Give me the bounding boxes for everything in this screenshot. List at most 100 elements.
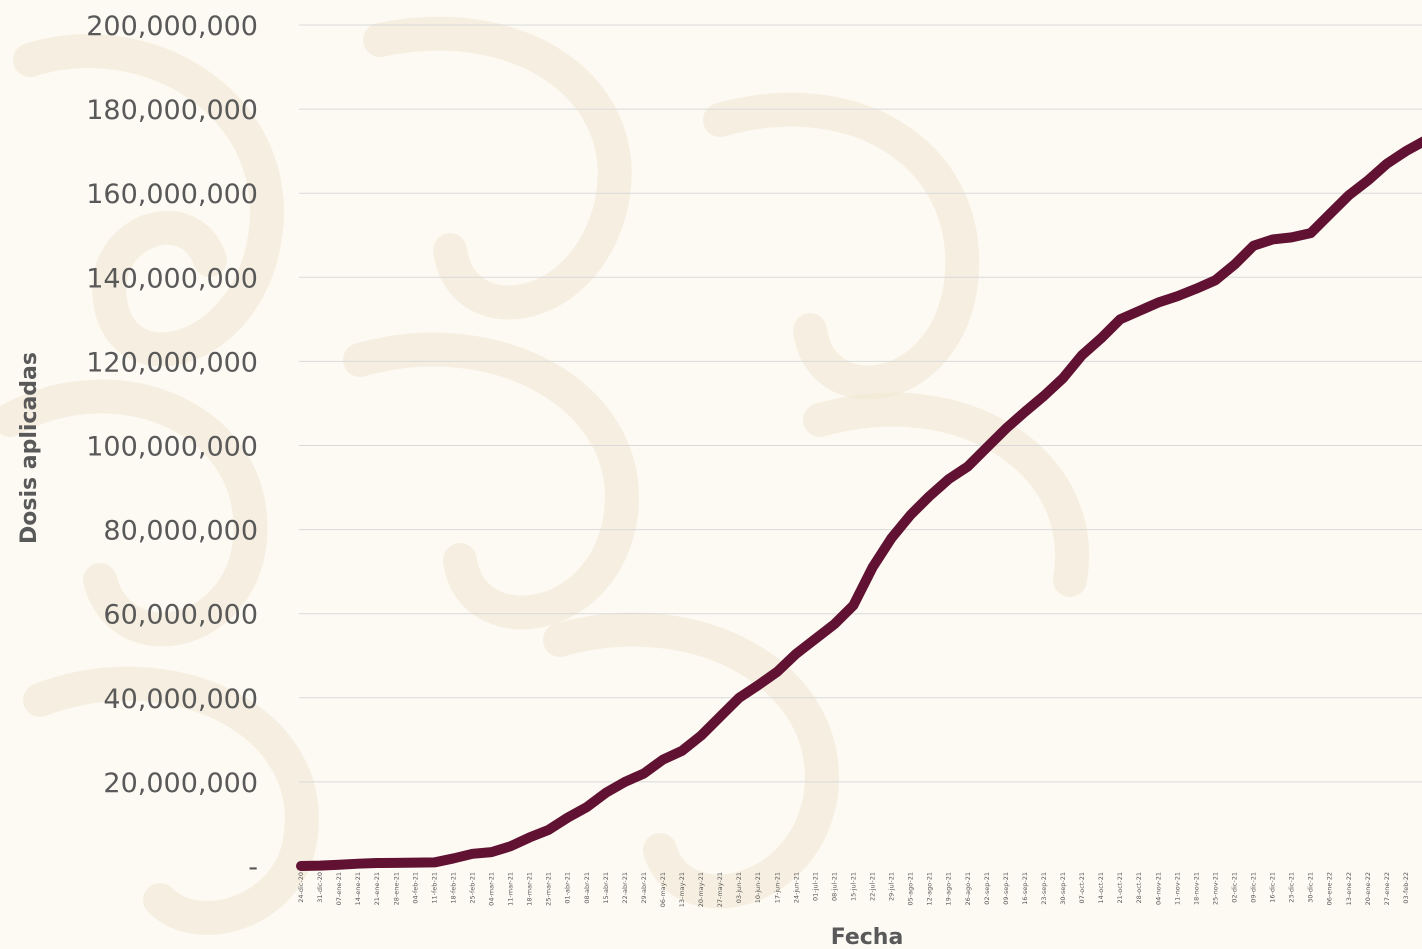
x-tick-label: 19-ago-21 xyxy=(945,872,953,905)
y-tick-label: 200,000,000 xyxy=(86,11,258,42)
x-tick-label: 26-ago-21 xyxy=(964,872,972,905)
data-point xyxy=(964,463,971,470)
data-point xyxy=(1155,299,1162,306)
x-tick-label: 04-mar-21 xyxy=(488,872,496,906)
x-tick-label: 11-nov-21 xyxy=(1173,872,1181,905)
watermark-curl-5 xyxy=(543,612,839,909)
x-tick-label: 14-oct-21 xyxy=(1097,872,1105,903)
data-point xyxy=(450,855,457,862)
y-tick-label: 100,000,000 xyxy=(86,432,258,463)
data-point xyxy=(488,849,495,856)
x-tick-label: 07-oct-21 xyxy=(1078,872,1086,903)
x-tick-label: 12-ago-21 xyxy=(926,872,934,905)
x-tick-label: 29-jul-21 xyxy=(888,872,896,901)
y-axis-tick-labels: - 20,000,000 40,000,000 60,000,000 80,000,00… xyxy=(86,11,258,883)
data-point xyxy=(640,770,647,777)
x-tick-label: 02-dic-21 xyxy=(1230,872,1238,903)
watermark-curl-6 xyxy=(703,92,980,400)
data-point xyxy=(1136,307,1143,314)
x-tick-label: 04-nov-21 xyxy=(1154,872,1162,905)
x-tick-label: 25-nov-21 xyxy=(1211,872,1219,905)
data-point xyxy=(717,713,724,720)
data-point xyxy=(564,814,571,821)
data-point xyxy=(412,859,419,866)
x-tick-label: 01-jul-21 xyxy=(811,872,819,901)
data-point xyxy=(355,860,362,867)
data-point xyxy=(774,668,781,675)
x-tick-label: 27-may-21 xyxy=(716,872,724,907)
watermark-curl-4 xyxy=(343,332,639,630)
x-tick-label: 01-abr-21 xyxy=(564,872,572,904)
data-point xyxy=(907,511,914,518)
x-tick-label: 05-ago-21 xyxy=(907,872,915,905)
data-point xyxy=(1269,236,1276,243)
x-tick-label: 25-mar-21 xyxy=(545,872,553,906)
x-tick-label: 27-ene-22 xyxy=(1383,872,1391,905)
data-point xyxy=(1250,242,1257,249)
data-point xyxy=(526,834,533,841)
data-point xyxy=(888,535,895,542)
data-point xyxy=(736,694,743,701)
x-tick-label: 31-dic-20 xyxy=(316,872,324,903)
data-point xyxy=(1383,160,1390,167)
data-point xyxy=(1021,408,1028,415)
x-tick-label: 09-dic-21 xyxy=(1250,872,1258,903)
data-point xyxy=(545,826,552,833)
y-axis-label: Dosis aplicadas xyxy=(17,352,42,544)
data-point xyxy=(1307,230,1314,237)
data-point xyxy=(431,859,438,866)
data-point xyxy=(374,860,381,867)
data-point xyxy=(1402,148,1409,155)
x-tick-label: 06-ene-22 xyxy=(1326,872,1334,905)
x-tick-label: 03-jun-21 xyxy=(735,872,743,903)
gridlines xyxy=(299,24,1422,783)
x-tick-label: 08-jul-21 xyxy=(830,872,838,901)
data-point xyxy=(393,859,400,866)
data-point xyxy=(602,789,609,796)
data-point xyxy=(755,682,762,689)
x-tick-label: 16-sep-21 xyxy=(1021,872,1029,905)
x-tick-label: 28-ene-21 xyxy=(392,872,400,905)
data-point xyxy=(698,732,705,739)
data-point xyxy=(1174,293,1181,300)
data-point xyxy=(831,621,838,628)
x-tick-label: 22-abr-21 xyxy=(621,872,629,904)
data-point xyxy=(336,861,343,868)
x-tick-label: 22-jul-21 xyxy=(869,872,877,901)
x-tick-label: 30-sep-21 xyxy=(1059,872,1067,905)
data-point xyxy=(469,850,476,857)
x-tick-label: 30-dic-21 xyxy=(1307,872,1315,903)
x-tick-label: 20-may-21 xyxy=(697,872,705,907)
x-tick-label: 18-feb-21 xyxy=(449,872,457,904)
data-point xyxy=(1079,352,1086,359)
x-tick-label: 21-oct-21 xyxy=(1116,872,1124,903)
y-tick-label: 40,000,000 xyxy=(103,684,258,715)
y-tick-label: 160,000,000 xyxy=(86,179,258,210)
data-point xyxy=(1212,277,1219,284)
data-point xyxy=(679,747,685,754)
series-line xyxy=(296,136,1422,871)
data-point xyxy=(1098,335,1105,342)
x-tick-label: 24-jun-21 xyxy=(792,872,800,903)
y-tick-label: 80,000,000 xyxy=(103,516,258,547)
data-point xyxy=(1060,375,1066,382)
x-tick-label: 07-ene-21 xyxy=(335,872,343,905)
x-tick-label: 16-dic-21 xyxy=(1269,872,1277,903)
x-tick-label: 06-may-21 xyxy=(659,872,667,907)
x-tick-label: 17-jun-21 xyxy=(773,872,781,903)
y-tick-label: 180,000,000 xyxy=(86,95,258,126)
y-tick-label: - xyxy=(248,852,258,883)
x-tick-label: 23-sep-21 xyxy=(1040,872,1048,905)
x-tick-label: 29-abr-21 xyxy=(640,872,648,904)
data-point xyxy=(1002,425,1009,432)
x-tick-label: 13-ene-22 xyxy=(1345,872,1353,905)
data-point xyxy=(298,862,304,869)
x-tick-label: 04-feb-21 xyxy=(411,872,419,904)
x-tick-label: 13-may-21 xyxy=(678,872,686,907)
y-tick-label: 60,000,000 xyxy=(103,600,258,631)
watermark-curl-0 xyxy=(13,34,284,367)
x-tick-label: 18-mar-21 xyxy=(526,872,534,906)
data-point xyxy=(1231,261,1238,268)
